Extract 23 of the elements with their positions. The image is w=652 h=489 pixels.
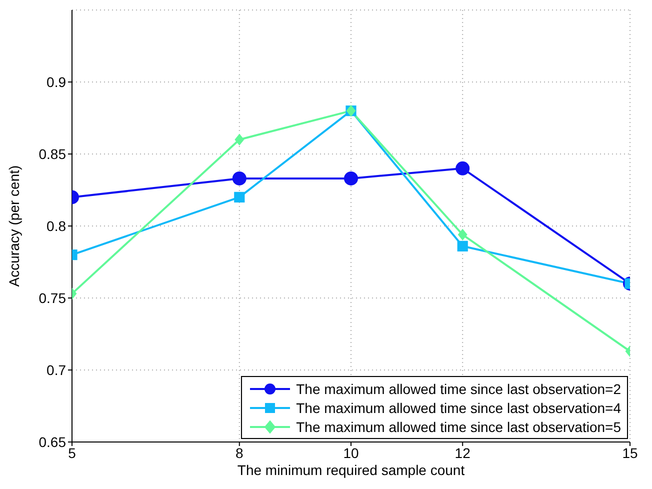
point bbox=[344, 171, 358, 186]
point bbox=[457, 240, 468, 252]
legend-label: The maximum allowed time since last observation=4 bbox=[296, 400, 621, 416]
x-tick-label: 8 bbox=[236, 444, 244, 461]
x-tick-label: 12 bbox=[454, 444, 471, 461]
y-tick-label: 0.8 bbox=[46, 218, 66, 234]
y-axis-title: Accuracy (per cent) bbox=[6, 165, 22, 287]
point bbox=[232, 171, 246, 186]
legend-label: The maximum allowed time since last observation=2 bbox=[296, 380, 621, 396]
y-tick-label: 0.7 bbox=[46, 362, 66, 378]
point bbox=[234, 192, 245, 202]
y-tick-label: 0.65 bbox=[38, 434, 66, 450]
point bbox=[458, 229, 468, 240]
y-tick-label: 0.9 bbox=[46, 74, 66, 90]
point bbox=[456, 161, 470, 176]
legend-label: The maximum allowed time since last observation=5 bbox=[296, 418, 621, 434]
point bbox=[234, 134, 244, 146]
x-tick-label: 5 bbox=[68, 444, 76, 461]
x-tick-label: 10 bbox=[343, 444, 359, 461]
x-tick-label: 15 bbox=[622, 444, 638, 461]
y-tick-label: 0.75 bbox=[38, 290, 66, 306]
x-axis-title: The minimum required sample count bbox=[237, 462, 465, 478]
y-tick-label: 0.85 bbox=[38, 146, 66, 162]
